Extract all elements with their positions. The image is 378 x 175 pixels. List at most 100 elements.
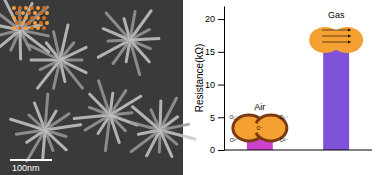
scale-bar: [10, 159, 52, 161]
crystal-atom: [30, 26, 34, 30]
gas-cartoon: [309, 27, 363, 53]
crystal-blade: [27, 130, 45, 161]
category-label: Gas: [328, 10, 345, 20]
annotation: O₂⁻: [230, 114, 239, 120]
crystal-atom: [42, 6, 46, 10]
crystal-atom: [18, 6, 22, 10]
crystal-blade: [99, 81, 110, 115]
crystal-blade: [18, 8, 21, 30]
crystal-atom: [36, 26, 40, 30]
crystal-atom: [18, 16, 22, 20]
crystal-atom: [42, 26, 46, 30]
crystal-blade: [130, 11, 151, 40]
y-tick: 5: [210, 113, 224, 123]
crystal-blade: [34, 103, 45, 130]
crystal-blade: [16, 130, 45, 134]
annotation: O₂⁻: [280, 114, 289, 120]
grain-core: [261, 121, 281, 135]
crystal-atom: [24, 16, 28, 20]
crystal-atom: [15, 21, 19, 25]
y-axis-line: [224, 7, 225, 151]
crystal-atom: [15, 11, 19, 15]
crystal-blade: [20, 30, 49, 52]
crystal-atom: [27, 11, 31, 15]
bar: [323, 41, 349, 150]
electron-path: [322, 30, 348, 31]
electron-path: [322, 36, 348, 37]
y-tick-label: 0: [210, 145, 215, 155]
crystal-blade: [45, 125, 81, 130]
arrow-head: [348, 35, 351, 38]
crystal-atom: [33, 21, 37, 25]
crystal-blade: [110, 96, 141, 115]
crystal-atom: [45, 21, 49, 25]
annotation: O²⁻: [230, 137, 239, 143]
crystal-blade: [4, 0, 20, 30]
crystal-atom: [21, 21, 25, 25]
crystal-blade: [19, 30, 23, 59]
crystal-blade: [38, 60, 60, 88]
crystal-blade: [74, 115, 110, 119]
crystal-atom: [36, 16, 40, 20]
x-axis-line: [224, 150, 372, 151]
crystal-atom: [24, 26, 28, 30]
crystal-blade: [131, 130, 160, 152]
grain: [331, 27, 363, 53]
crystal-atom: [45, 11, 49, 15]
crystal-atom: [24, 6, 28, 10]
crystal-atom: [21, 11, 25, 15]
y-tick-label: 15: [205, 47, 215, 57]
crystal-atom: [12, 6, 16, 10]
crystal-blade: [130, 39, 159, 40]
crystal-icon: [12, 6, 49, 30]
arrow-head: [348, 29, 351, 32]
crystal-blade: [98, 40, 130, 57]
y-tick-mark: [218, 52, 224, 53]
crystal-blade: [60, 47, 86, 60]
crystal-blade: [60, 60, 82, 88]
micrograph-background: [0, 0, 183, 175]
y-tick-label: 20: [205, 14, 215, 24]
electron-path: [322, 42, 348, 43]
y-tick: 0: [210, 145, 224, 155]
crystal-atom: [27, 21, 31, 25]
y-tick-mark: [218, 19, 224, 20]
crystal-atom: [36, 6, 40, 10]
figure: 100nm 0 5 10 15 20 Resistance(kΩ) O₂⁻ O₂⁻ O⁻ O²⁻ O²…: [0, 0, 378, 175]
micrograph: 100nm: [0, 0, 195, 175]
y-tick-label: 5: [210, 113, 215, 123]
crystal-blade: [160, 124, 188, 130]
crystal-blade: [20, 7, 48, 30]
crystal-atom: [30, 6, 34, 10]
air-cartoon: O₂⁻ O₂⁻ O⁻ O²⁻ O²⁻: [230, 114, 289, 143]
category-label: Air: [254, 102, 265, 112]
annotation: O²⁻: [280, 137, 289, 143]
crystal-blade: [45, 130, 66, 150]
y-axis-title: Resistance(kΩ): [194, 44, 205, 113]
crystal-blade: [0, 30, 20, 39]
grain-core: [337, 33, 357, 47]
crystal-atom: [30, 16, 34, 20]
crystal-blade: [130, 40, 140, 75]
y-tick: 20: [205, 14, 224, 24]
crystal-blade: [133, 107, 160, 130]
bars: [247, 41, 349, 150]
crystal-atom: [33, 11, 37, 15]
y-tick: 10: [205, 80, 224, 90]
crystal-blade: [54, 32, 60, 60]
y-tick-mark: [218, 117, 224, 118]
crystal-atom: [42, 16, 46, 20]
crystal-blade: [106, 13, 130, 40]
y-tick-label: 10: [205, 80, 215, 90]
y-axis: 0 5 10 15 20: [205, 7, 225, 156]
y-tick-mark: [218, 85, 224, 86]
crystal-atom: [12, 26, 16, 30]
annotation: O⁻: [257, 125, 264, 131]
crystal-blade: [160, 130, 172, 156]
grain-core: [315, 33, 335, 47]
crystal-atom: [39, 11, 43, 15]
y-tick: 15: [205, 47, 224, 57]
arrow-head: [348, 41, 351, 44]
y-tick-mark: [218, 150, 224, 151]
crystal-atom: [12, 16, 16, 20]
